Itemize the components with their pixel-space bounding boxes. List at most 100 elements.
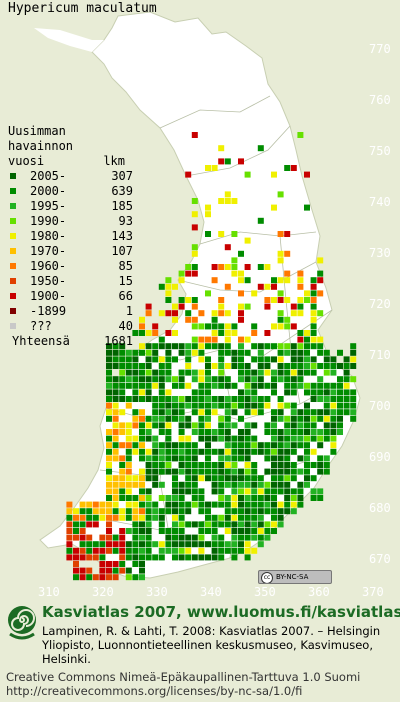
observation-cell [304, 336, 310, 343]
observation-cell [145, 462, 152, 468]
observation-cell [191, 336, 198, 343]
cc-icon: cc [261, 572, 273, 583]
observation-cell [191, 462, 198, 468]
observation-cell [145, 501, 152, 508]
observation-cell [185, 356, 192, 363]
legend-period: 1990- [30, 214, 67, 228]
observation-cell [317, 257, 324, 264]
observation-cell [119, 422, 126, 429]
legend-total-label: Yhteensä [12, 334, 70, 348]
x-tick-label: 320 [92, 585, 114, 599]
observation-cell [218, 481, 225, 488]
observation-cell [244, 534, 251, 541]
observation-cell [277, 435, 284, 442]
observation-cell [290, 303, 297, 310]
observation-cell [66, 534, 73, 541]
observation-cell [337, 382, 343, 389]
observation-cell [178, 547, 185, 554]
observation-cell [211, 343, 218, 350]
observation-cell [297, 442, 304, 449]
observation-cell [119, 349, 126, 356]
observation-cell [145, 448, 152, 455]
observation-cell [330, 363, 337, 369]
observation-cell [231, 554, 238, 561]
observation-cell [251, 547, 258, 554]
observation-cell [231, 495, 238, 501]
observation-cell [205, 429, 211, 435]
observation-cell [178, 270, 185, 277]
observation-cell [330, 389, 337, 396]
observation-cell [172, 330, 178, 336]
observation-cell [145, 303, 152, 310]
observation-cell [139, 422, 145, 429]
observation-cell [139, 389, 145, 396]
observation-cell [165, 297, 172, 303]
observation-cell [257, 528, 264, 534]
observation-cell [224, 422, 231, 429]
observation-cell [205, 290, 211, 297]
observation-cell [172, 376, 178, 383]
observation-cell [271, 343, 277, 350]
observation-cell [290, 323, 297, 330]
observation-cell [317, 442, 324, 449]
observation-cell [218, 402, 225, 409]
observation-cell [178, 521, 185, 528]
observation-cell [178, 343, 185, 350]
observation-cell [238, 158, 244, 165]
observation-cell [310, 475, 317, 482]
observation-cell [112, 574, 119, 581]
observation-cell [337, 415, 343, 422]
observation-cell [231, 528, 238, 534]
observation-cell [106, 409, 112, 416]
observation-cell [191, 422, 198, 429]
observation-cell [158, 528, 165, 534]
observation-cell [218, 448, 225, 455]
observation-cell [244, 435, 251, 442]
observation-cell [317, 336, 324, 343]
observation-cell [152, 435, 159, 442]
observation-cell [244, 547, 251, 554]
observation-cell [330, 442, 337, 449]
observation-cell [343, 382, 350, 389]
observation-cell [271, 475, 277, 482]
observation-cell [218, 547, 225, 554]
observation-cell [284, 448, 291, 455]
observation-cell [224, 198, 231, 204]
legend-period: 1980- [30, 229, 67, 243]
observation-cell [205, 462, 211, 468]
observation-cell [211, 323, 218, 330]
observation-cell [185, 415, 192, 422]
observation-cell [284, 442, 291, 449]
observation-cell [271, 382, 277, 389]
observation-cell [224, 382, 231, 389]
observation-cell [224, 521, 231, 528]
observation-cell [112, 356, 119, 363]
observation-cell [290, 343, 297, 350]
observation-cell [172, 521, 178, 528]
observation-cell [178, 402, 185, 409]
observation-cell [158, 455, 165, 462]
observation-cell [178, 554, 185, 561]
observation-cell [284, 316, 291, 323]
observation-cell [257, 363, 264, 369]
observation-cell [158, 422, 165, 429]
observation-cell [132, 521, 139, 528]
observation-cell [350, 363, 357, 369]
observation-cell [152, 409, 159, 416]
observation-cell [304, 462, 310, 468]
observation-cell [297, 415, 304, 422]
observation-cell [323, 429, 330, 435]
observation-cell [112, 567, 119, 574]
observation-cell [198, 396, 205, 402]
observation-cell [106, 534, 112, 541]
observation-cell [224, 264, 231, 270]
legend-count: 15 [118, 274, 133, 288]
observation-cell [152, 554, 159, 561]
observation-cell [251, 521, 258, 528]
observation-cell [304, 369, 310, 376]
x-axis-ticks: 310 320 330 340 350 360 370 [38, 585, 384, 599]
observation-cell [211, 554, 218, 561]
observation-cell [112, 481, 119, 488]
observation-cell [185, 481, 192, 488]
observation-cell [271, 323, 277, 330]
